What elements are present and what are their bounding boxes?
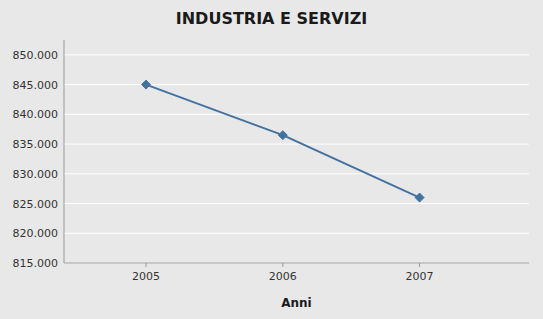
chart-container: 815.000 820.000 825.000 830.000 835.000 840.0… [0,0,543,319]
y-tick-label: 840.000 [13,108,59,121]
y-tick-label: 815.000 [13,257,59,270]
x-axis-line [64,263,529,264]
x-tick [282,263,283,267]
y-tick-label: 850.000 [13,49,59,62]
y-tick-label: 820.000 [13,227,59,240]
series [142,80,425,202]
grid-line [64,263,529,264]
grid-line [64,84,529,85]
x-ticks: 2005 2006 2007 [132,263,434,283]
grid-line [64,144,529,145]
y-tick-label: 845.000 [13,79,59,92]
y-tick-labels: 815.000 820.000 825.000 830.000 835.000 840.0… [13,49,59,270]
background [0,0,543,319]
grid-line [64,233,529,234]
x-tick-label: 2007 [406,270,434,283]
point [415,193,424,202]
x-tick [419,263,420,267]
grid-line [64,173,529,174]
y-axis-line [64,40,65,263]
grid-line [64,114,529,115]
x-axis-label: Anni [281,296,312,310]
grid [64,55,529,263]
chart: 815.000 820.000 825.000 830.000 835.000 840.0… [0,0,543,319]
point [142,80,151,89]
title: INDUSTRIA E SERVIZI [176,9,367,28]
x-tick-label: 2006 [269,270,297,283]
x-tick [146,263,147,267]
x-tick-label: 2005 [132,270,160,283]
y-tick-label: 825.000 [13,198,59,211]
grid-line [64,203,529,204]
point [278,131,287,140]
grid-line [64,54,529,55]
line [146,85,420,198]
y-tick-label: 835.000 [13,138,59,151]
y-tick-label: 830.000 [13,168,59,181]
